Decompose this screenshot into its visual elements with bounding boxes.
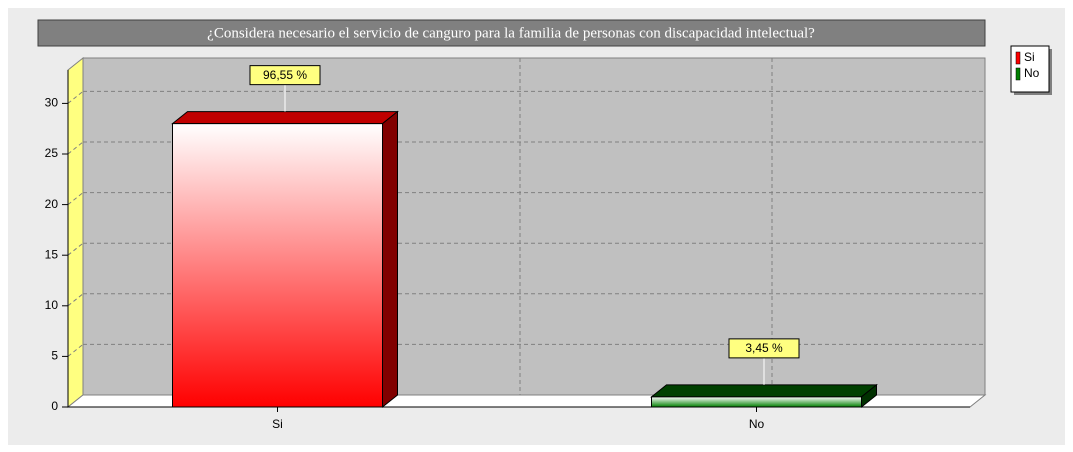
legend-label: No [1024, 66, 1040, 80]
bar-top [171, 111, 399, 125]
y-tick-label: 25 [45, 146, 59, 160]
x-tick-label: No [749, 417, 765, 431]
y-tick-label: 20 [45, 197, 59, 211]
bar-side [382, 110, 398, 409]
y-tick-label: 0 [51, 399, 58, 413]
chart-title: ¿Considera necesario el servicio de cang… [207, 25, 815, 41]
legend-swatch [1015, 67, 1021, 81]
legend-label: Si [1024, 50, 1035, 64]
x-tick-label: Si [272, 417, 283, 431]
bar [651, 396, 862, 408]
bar [172, 123, 383, 408]
grid-line [67, 141, 84, 155]
y-tick-label: 5 [51, 349, 58, 363]
bar-top [650, 384, 878, 398]
y-tick-label: 15 [45, 247, 59, 261]
grid-line [67, 344, 84, 357]
y-tick-label: 10 [45, 298, 59, 312]
grid-line [67, 91, 84, 104]
y-tick-label: 30 [45, 96, 59, 110]
title-bar [37, 19, 986, 47]
data-label: 96,55 % [263, 68, 307, 82]
data-label: 3,45 % [745, 341, 783, 355]
label-box [728, 338, 800, 359]
grid-line [67, 293, 84, 307]
label-box [249, 65, 321, 86]
legend-swatch [1015, 51, 1021, 65]
grid-line [67, 242, 84, 256]
grid-line [67, 192, 84, 205]
